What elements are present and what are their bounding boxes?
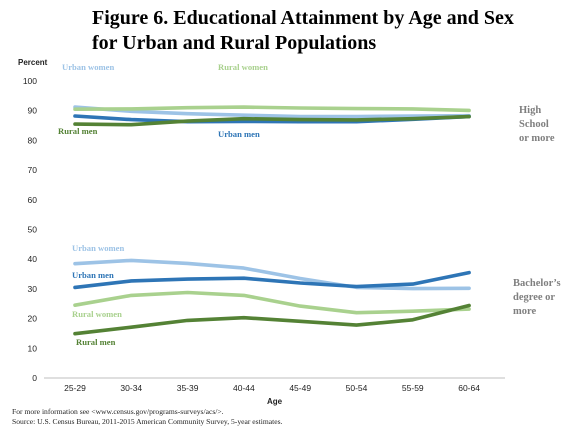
group-label-line: High — [519, 105, 541, 116]
y-tick-label: 100 — [23, 76, 37, 86]
group-label-line: Bachelor’s — [513, 278, 561, 289]
x-tick-label: 55-59 — [402, 383, 424, 393]
y-axis-title: Percent — [18, 58, 48, 67]
group-label-line: more — [513, 306, 536, 317]
x-tick-label: 30-34 — [120, 383, 142, 393]
series-line-urban-women — [73, 258, 471, 291]
series-label-rural-women: Rural women — [218, 62, 268, 72]
y-tick-label: 20 — [28, 314, 38, 324]
series-label-rural-men: Rural men — [58, 126, 98, 136]
series-line-urban-women — [73, 105, 471, 119]
x-tick-label: 35-39 — [177, 383, 199, 393]
series-label-urban-women: Urban women — [62, 62, 115, 72]
series-label-rural-women: Rural women — [72, 309, 122, 319]
y-tick-label: 60 — [28, 195, 38, 205]
x-axis-title: Age — [267, 397, 283, 406]
group-label-line: School — [519, 119, 549, 130]
x-tick-label: 50-54 — [346, 383, 368, 393]
y-tick-label: 40 — [28, 254, 38, 264]
series-line-urban-men — [73, 270, 471, 290]
series-label-rural-men: Rural men — [76, 337, 116, 347]
y-tick-label: 0 — [32, 373, 37, 383]
x-tick-label: 25-29 — [64, 383, 86, 393]
series-line-rural-men — [73, 303, 471, 336]
group-label-line: degree or — [513, 292, 555, 303]
y-tick-label: 90 — [28, 106, 38, 116]
group-label-bachelors: Bachelor’s degree or more — [513, 278, 561, 317]
y-tick-label: 80 — [28, 135, 38, 145]
y-tick-label: 30 — [28, 284, 38, 294]
series-line-rural-women — [73, 290, 471, 315]
y-tick-label: 50 — [28, 225, 38, 235]
series-label-urban-men: Urban men — [218, 129, 260, 139]
y-tick-label: 10 — [28, 343, 38, 353]
footnote-source: Source: U.S. Census Bureau, 2011-2015 Am… — [12, 417, 283, 426]
series-label-urban-men: Urban men — [72, 270, 114, 280]
figure-title: Figure 6. Educational Attainment by Age … — [92, 7, 514, 54]
x-tick-label: 40-44 — [233, 383, 255, 393]
x-tick-label: 45-49 — [289, 383, 311, 393]
group-label-high-school: High School or more — [519, 105, 555, 144]
series-label-urban-women: Urban women — [72, 243, 125, 253]
y-tick-label: 70 — [28, 165, 38, 175]
series-line-rural-women — [73, 105, 471, 113]
group-label-line: or more — [519, 133, 555, 144]
x-tick-label: 60-64 — [458, 383, 480, 393]
footnote-more-info: For more information see <www.census.gov… — [12, 407, 224, 416]
series-line-rural-men — [73, 114, 471, 127]
